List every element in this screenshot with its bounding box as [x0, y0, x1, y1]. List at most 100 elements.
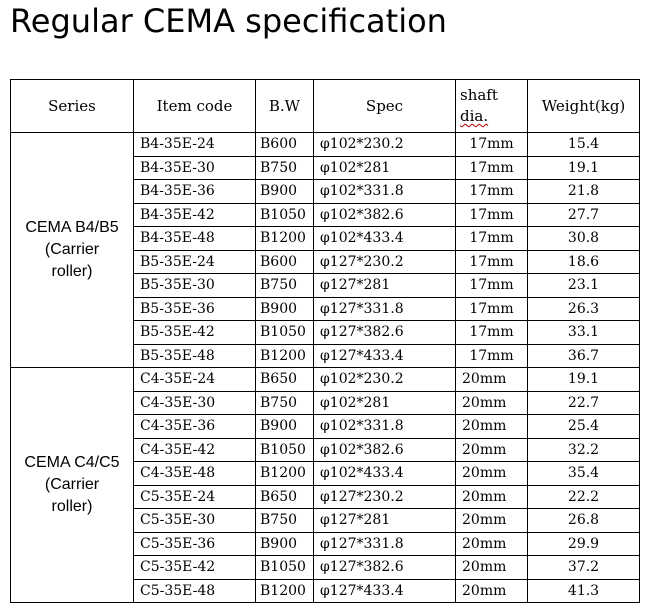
bw-cell: B900	[255, 414, 314, 439]
item-code-cell: C5-35E-24	[133, 484, 256, 509]
table-row: B4-35E-48 B1200 φ102*433.4 17mm 30.8	[11, 226, 640, 251]
shaft-dia-cell: 17mm	[455, 226, 528, 251]
item-code-cell: B5-35E-42	[133, 320, 256, 345]
spec-cell: φ102*382.6	[313, 437, 456, 462]
table-row: C5-35E-30 B750 φ127*281 20mm 26.8	[11, 508, 640, 533]
weight-cell: 19.1	[527, 155, 640, 180]
item-code-cell: B4-35E-36	[133, 179, 256, 204]
weight-cell: 25.4	[527, 414, 640, 439]
item-code-cell: B4-35E-24	[133, 132, 256, 157]
spec-cell: φ127*230.2	[313, 484, 456, 509]
item-code-cell: B5-35E-36	[133, 296, 256, 321]
bw-cell: B1200	[255, 343, 314, 368]
spec-cell: φ102*331.8	[313, 414, 456, 439]
spec-cell: φ127*331.8	[313, 531, 456, 556]
header-bw: B.W	[255, 79, 314, 133]
spec-cell: φ102*382.6	[313, 202, 456, 227]
weight-cell: 32.2	[527, 437, 640, 462]
series-cell: CEMA C4/C5 (Carrier roller)	[10, 367, 134, 603]
table-row: CEMA C4/C5 (Carrier roller) C4-35E-24 B650 φ1…	[10, 367, 640, 603]
bw-cell: B600	[255, 249, 314, 274]
weight-cell: 19.1	[527, 367, 640, 392]
table-row: C4-35E-48 B1200 φ102*433.4 20mm 35.4	[11, 461, 640, 486]
table-row: B5-35E-24 B600 φ127*230.2 17mm 18.6	[11, 249, 640, 274]
table-row: C4-35E-30 B750 φ102*281 20mm 22.7	[11, 390, 640, 415]
spec-cell: φ102*433.4	[313, 226, 456, 251]
bw-cell: B750	[255, 390, 314, 415]
spec-cell: φ127*433.4	[313, 343, 456, 368]
shaft-dia-cell: 20mm	[455, 484, 528, 509]
item-code-cell: C4-35E-24	[133, 367, 256, 392]
weight-cell: 36.7	[527, 343, 640, 368]
bw-cell: B750	[255, 155, 314, 180]
item-code-cell: B5-35E-24	[133, 249, 256, 274]
item-code-cell: B5-35E-30	[133, 273, 256, 298]
table-row: C4-35E-42 B1050 φ102*382.6 20mm 32.2	[11, 437, 640, 462]
bw-cell: B1050	[255, 555, 314, 580]
page-title: Regular CEMA specification	[10, 2, 447, 40]
spec-cell: φ127*281	[313, 508, 456, 533]
spec-cell: φ102*281	[313, 155, 456, 180]
shaft-dia-cell: 20mm	[455, 531, 528, 556]
bw-cell: B900	[255, 179, 314, 204]
table-row: B4-35E-36 B900 φ102*331.8 17mm 21.8	[11, 179, 640, 204]
header-item-code: Item code	[133, 79, 256, 133]
series-label-line: roller)	[51, 498, 93, 515]
weight-cell: 35.4	[527, 461, 640, 486]
table-row: C4-35E-36 B900 φ102*331.8 20mm 25.4	[11, 414, 640, 439]
header-series: Series	[10, 79, 134, 133]
spec-table: Series Item code B.W Spec shaft dia. Wei…	[10, 79, 640, 603]
shaft-dia-cell: 17mm	[455, 296, 528, 321]
shaft-dia-cell: 20mm	[455, 578, 528, 603]
bw-cell: B650	[255, 484, 314, 509]
item-code-cell: C4-35E-30	[133, 390, 256, 415]
weight-cell: 37.2	[527, 555, 640, 580]
shaft-dia-cell: 20mm	[455, 414, 528, 439]
table-row: C5-35E-24 B650 φ127*230.2 20mm 22.2	[11, 484, 640, 509]
bw-cell: B1200	[255, 461, 314, 486]
table-row: B4-35E-30 B750 φ102*281 17mm 19.1	[11, 155, 640, 180]
shaft-dia-cell: 17mm	[455, 320, 528, 345]
item-code-cell: C5-35E-42	[133, 555, 256, 580]
series-label-line: (Carrier	[44, 476, 100, 493]
item-code-cell: C5-35E-30	[133, 508, 256, 533]
bw-cell: B750	[255, 273, 314, 298]
header-spec: Spec	[313, 79, 456, 133]
weight-cell: 30.8	[527, 226, 640, 251]
table-row: C5-35E-36 B900 φ127*331.8 20mm 29.9	[11, 531, 640, 556]
spec-cell: φ127*281	[313, 273, 456, 298]
weight-cell: 22.2	[527, 484, 640, 509]
shaft-dia-cell: 20mm	[455, 367, 528, 392]
bw-cell: B900	[255, 531, 314, 556]
weight-cell: 27.7	[527, 202, 640, 227]
weight-cell: 26.8	[527, 508, 640, 533]
spec-cell: φ127*331.8	[313, 296, 456, 321]
item-code-cell: C4-35E-36	[133, 414, 256, 439]
item-code-cell: B4-35E-30	[133, 155, 256, 180]
spec-cell: φ127*230.2	[313, 249, 456, 274]
weight-cell: 23.1	[527, 273, 640, 298]
spec-cell: φ102*331.8	[313, 179, 456, 204]
shaft-dia-cell: 17mm	[455, 155, 528, 180]
bw-cell: B600	[255, 132, 314, 157]
header-row: Series Item code B.W Spec shaft dia. Wei…	[10, 79, 640, 133]
shaft-dia-cell: 20mm	[455, 555, 528, 580]
weight-cell: 26.3	[527, 296, 640, 321]
header-weight: Weight(kg)	[527, 79, 640, 133]
spec-cell: φ102*230.2	[313, 367, 456, 392]
shaft-dia-cell: 17mm	[455, 343, 528, 368]
table-row: B5-35E-36 B900 φ127*331.8 17mm 26.3	[11, 296, 640, 321]
header-shaft-line2: dia.	[460, 107, 489, 125]
shaft-dia-cell: 20mm	[455, 508, 528, 533]
spec-cell: φ102*281	[313, 390, 456, 415]
weight-cell: 15.4	[527, 132, 640, 157]
bw-cell: B1050	[255, 320, 314, 345]
table-row: B5-35E-48 B1200 φ127*433.4 17mm 36.7	[11, 343, 640, 368]
bw-cell: B1200	[255, 226, 314, 251]
shaft-dia-cell: 17mm	[455, 273, 528, 298]
series-label-line: CEMA B4/B5	[25, 219, 119, 236]
series-cell: CEMA B4/B5 (Carrier roller)	[10, 132, 134, 368]
table-row: CEMA B4/B5 (Carrier roller) B4-35E-24 B600 φ1…	[10, 132, 640, 368]
table-row: C5-35E-42 B1050 φ127*382.6 20mm 37.2	[11, 555, 640, 580]
item-code-cell: B4-35E-42	[133, 202, 256, 227]
